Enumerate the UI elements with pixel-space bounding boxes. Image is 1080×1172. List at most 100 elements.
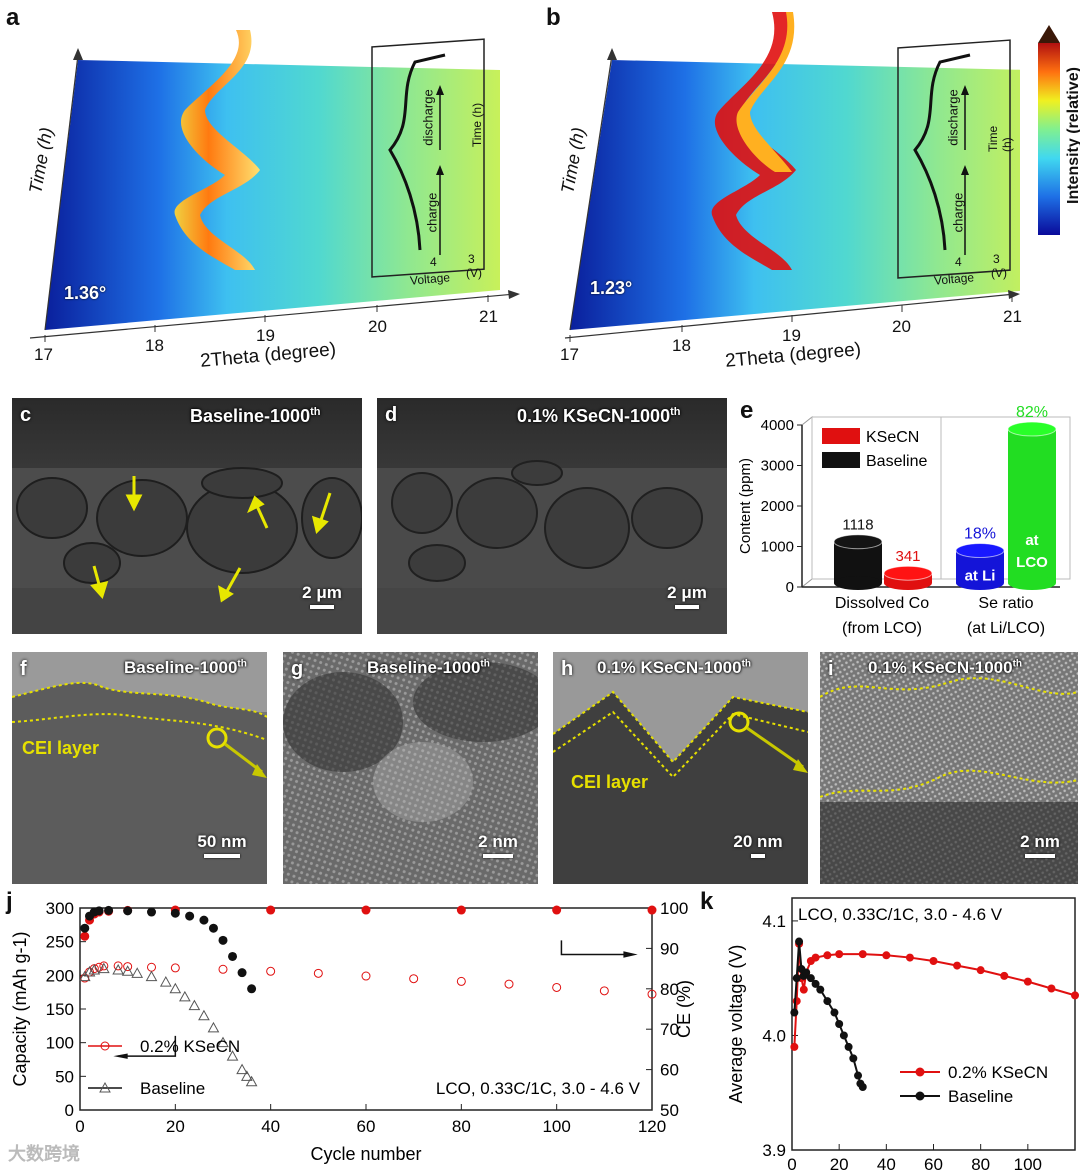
bar-ksecn-top xyxy=(883,565,933,581)
data-point xyxy=(104,905,114,915)
data-point xyxy=(792,974,801,983)
data-point xyxy=(266,905,276,915)
panel-b: b charge discharge Time (h) 4 3 (V) Volt… xyxy=(540,0,1022,380)
sem-image-d: d 0.1% KSeCN-1000th 2 μm xyxy=(377,398,727,634)
data-point xyxy=(802,968,811,977)
data-point xyxy=(504,979,514,989)
data-point xyxy=(830,1008,839,1017)
panel-label-a: a xyxy=(6,4,20,31)
sem-texture xyxy=(12,398,362,634)
data-point xyxy=(159,976,172,987)
data-point xyxy=(169,982,182,994)
data-point xyxy=(1047,984,1056,993)
data-point xyxy=(823,997,832,1006)
data-point xyxy=(849,1054,858,1063)
hrtem-image-g: g Baseline-1000th 2 nm xyxy=(283,652,538,884)
image-title: Baseline-1000th xyxy=(367,658,490,677)
y-right-tick-label: 90 xyxy=(660,939,679,958)
x-tick-label: 60 xyxy=(924,1155,943,1172)
group-label: Se ratio xyxy=(978,595,1033,612)
data-point xyxy=(1023,977,1032,986)
data-point xyxy=(844,1042,853,1051)
sem-texture xyxy=(377,398,727,634)
x-tick-17: 17 xyxy=(34,345,53,364)
y-axis-label: Capacity (mAh g-1) xyxy=(10,931,30,1086)
image-title: Baseline-1000th xyxy=(124,658,247,677)
bar-at-li-top xyxy=(955,543,1005,559)
ce-axis-arrowhead xyxy=(623,951,638,958)
image-title: 0.1% KSeCN-1000th xyxy=(597,658,752,677)
panel-label-g: g xyxy=(291,658,304,680)
bar-inner-at-li: at Li xyxy=(965,568,996,585)
angle-label: 1.23° xyxy=(590,278,633,298)
panel-a: a xyxy=(0,0,540,380)
legend-label-baseline: Baseline xyxy=(948,1087,1013,1106)
inset-box xyxy=(371,38,485,278)
x-tick-label: 80 xyxy=(452,1117,471,1136)
data-point xyxy=(226,1050,239,1061)
y-right-tick-label: 50 xyxy=(660,1101,679,1120)
data-point xyxy=(795,937,804,946)
surface xyxy=(570,60,1020,330)
data-point xyxy=(882,951,891,960)
panel-e: e 0 1000 2000 3000 4000 Content (ppm) KSeCN Bas… xyxy=(730,395,1080,645)
panel-label-k: k xyxy=(700,888,714,915)
x-tick-19: 19 xyxy=(782,326,801,345)
y-tick-label: 4.1 xyxy=(762,912,786,931)
data-point xyxy=(858,1083,867,1091)
inset-charge: charge xyxy=(950,192,966,233)
data-point xyxy=(1071,991,1079,1000)
y-tick-label: 3000 xyxy=(761,458,794,475)
scale-bar: 2 μm xyxy=(662,583,712,609)
x-tick-label: 40 xyxy=(261,1117,280,1136)
x-axis-label: Cycle number xyxy=(310,1144,421,1164)
hrtem-texture xyxy=(283,652,538,884)
data-point xyxy=(647,905,657,915)
y-tick-label: 2000 xyxy=(761,498,794,515)
y-tick-label: 100 xyxy=(46,1034,74,1053)
data-point xyxy=(790,1042,799,1051)
bar-inner-at-lco-1: at xyxy=(1025,532,1038,549)
cei-layer-label: CEI layer xyxy=(571,772,649,792)
y-tick-label: 4000 xyxy=(761,417,794,434)
diffraction-peak xyxy=(174,30,260,270)
data-point xyxy=(806,974,815,983)
axis-wall xyxy=(801,415,813,589)
panel-label-h: h xyxy=(561,658,574,680)
scale-bar: 20 nm xyxy=(723,832,793,858)
scale-bar: 50 nm xyxy=(182,832,262,858)
data-point xyxy=(858,950,867,959)
data-point xyxy=(113,961,123,971)
data-point xyxy=(361,905,371,915)
inset-curve xyxy=(388,53,446,251)
x-tick-label: 20 xyxy=(830,1155,849,1172)
legend-marker-baseline xyxy=(99,1081,111,1093)
watermark: 大数跨境 xyxy=(8,1144,80,1164)
y-tick-label: 250 xyxy=(46,933,74,952)
data-point xyxy=(976,966,985,975)
y-tick-label: 0 xyxy=(786,579,794,596)
tem-image-f: f Baseline-1000th CEI layer 50 nm xyxy=(12,652,267,884)
y-right-tick-label: 70 xyxy=(660,1020,679,1039)
inset-v-unit: (V) xyxy=(991,266,1007,280)
x-tick-label: 0 xyxy=(75,1117,84,1136)
data-point xyxy=(188,999,201,1011)
y-tick-label: 3.9 xyxy=(762,1141,786,1160)
ce-axis-arrow xyxy=(560,940,633,956)
x-tick-label: 100 xyxy=(1014,1155,1042,1172)
chart-title: LCO, 0.33C/1C, 3.0 - 4.6 V xyxy=(436,1079,641,1098)
bar-label-at-li: 18% xyxy=(964,526,996,543)
inset-charge: charge xyxy=(424,192,440,233)
hrtem-image-i: i 0.1% KSeCN-1000th 2 nm xyxy=(820,652,1078,884)
data-point xyxy=(929,957,938,965)
x-tick-19: 19 xyxy=(256,326,275,345)
hrtem-texture xyxy=(820,652,1078,884)
data-point xyxy=(599,986,609,996)
data-point xyxy=(552,982,562,992)
x-tick-label: 60 xyxy=(357,1117,376,1136)
diffraction-peak-highlight xyxy=(736,12,795,172)
data-point xyxy=(456,905,466,915)
legend-marker-ksecn xyxy=(915,1067,925,1077)
